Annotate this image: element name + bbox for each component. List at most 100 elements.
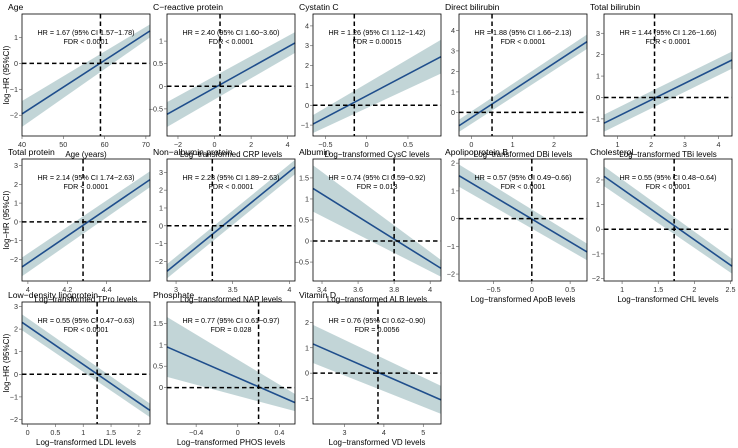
y-tick-label: 0 [159, 383, 163, 392]
hr-annotation: HR = 0.57 (95% CI 0.49−0.66) [474, 173, 571, 182]
y-tick-label: 1 [14, 33, 18, 42]
x-axis-label: Log−transformed ApoB levels [471, 295, 576, 304]
y-tick-label: 2 [451, 159, 455, 168]
panel-title: Albumin [299, 147, 330, 157]
fdr-annotation: FDR < 0.0001 [64, 182, 109, 191]
fit-line [312, 343, 442, 401]
y-tick-label: −0.5 [295, 258, 309, 267]
x-tick-label: 4 [717, 140, 721, 149]
y-tick-label: 1 [159, 340, 163, 349]
x-tick-label: 2.5 [726, 285, 736, 294]
panel-title: Vitamin D [299, 290, 336, 300]
x-tick-label: −0.4 [189, 428, 203, 437]
x-tick-label: 3.5 [228, 285, 238, 294]
panel-title: Direct bilirubin [445, 2, 500, 12]
y-tick-label: 1 [305, 81, 309, 90]
x-axis-label: Log−transformed TPro levels [35, 295, 138, 304]
x-tick-label: −0.5 [486, 285, 500, 294]
y-tick-label: 2 [305, 61, 309, 70]
hr-annotation: HR = 0.76 (95% CI 0.62−0.90) [328, 316, 425, 325]
x-axis-label: Age (years) [65, 150, 107, 159]
x-axis-label: Log−transformed CysC levels [324, 150, 429, 159]
y-tick-label: −2 [592, 274, 600, 283]
hr-annotation: HR = 2.23 (95% CI 1.89−2.63) [182, 173, 279, 182]
x-tick-label: 1.5 [106, 428, 116, 437]
x-tick-label: 1 [511, 140, 515, 149]
hr-annotation: HR = 0.55 (95% CI 0.47−0.63) [37, 316, 134, 325]
x-tick-label: 2 [552, 140, 556, 149]
x-tick-label: 0 [530, 285, 534, 294]
fit-line [166, 346, 296, 404]
x-tick-label: 1 [615, 140, 619, 149]
fdr-annotation: FDR = 0.00015 [353, 37, 402, 46]
panel-title: C−reactive protein [153, 2, 223, 12]
panel-0: Age 40 50 60 70 −2 −1 0 1 Age (years) HR = 1.67 (9… [2, 2, 151, 159]
fdr-annotation: FDR < 0.0001 [501, 182, 546, 191]
y-tick-label: 0.5 [299, 216, 309, 225]
y-tick-label: 0 [159, 82, 163, 91]
x-axis-label: Log−transformed CRP levels [180, 150, 282, 159]
hr-annotation: HR = 2.14 (95% CI 1.74−2.63) [37, 173, 134, 182]
x-tick-label: 4 [428, 285, 432, 294]
y-tick-label: 0 [14, 59, 18, 68]
x-tick-label: 2 [249, 140, 253, 149]
panel-12: Vitamin D 3 4 5 −1 0 1 2 Log−transformed VD leve… [299, 290, 442, 447]
x-tick-label: 1 [620, 285, 624, 294]
plot-frame [603, 13, 733, 137]
y-tick-label: 0 [451, 108, 455, 117]
y-tick-label: 2 [14, 180, 18, 189]
y-tick-label: 0 [305, 237, 309, 246]
y-tick-label: 1 [596, 72, 600, 81]
panel-8: Apolipoprotein B −0.5 0 0.5 −2 −1 0 1 2 Log−trans… [445, 147, 588, 304]
plot-frame [312, 301, 442, 425]
panel-title: Cholesterol [590, 147, 634, 157]
y-tick-label: 1 [159, 37, 163, 46]
panel-title: Age [8, 2, 24, 12]
fit-line [312, 187, 442, 270]
plot-frame [21, 301, 151, 425]
x-tick-label: 2 [137, 428, 141, 437]
x-tick-label: 50 [59, 140, 67, 149]
x-tick-label: 1 [81, 428, 85, 437]
hr-annotation: HR = 2.40 (95% CI 1.60−3.60) [182, 28, 279, 37]
fit-line [21, 30, 151, 115]
x-axis-label: Log−transformed CHL levels [617, 295, 718, 304]
y-tick-label: −2 [10, 255, 18, 264]
y-tick-label: 3 [159, 168, 163, 177]
x-tick-label: 0 [236, 428, 240, 437]
y-tick-label: −1 [301, 121, 309, 130]
y-tick-label: 0.5 [153, 59, 163, 68]
ci-band [459, 164, 587, 261]
y-tick-label: 1 [305, 343, 309, 352]
x-tick-label: 4 [287, 285, 291, 294]
panel-10: Low−density lipoprotein 0 0.5 1 1.5 2 −2 −1 0 1 2 3… [2, 290, 151, 447]
x-tick-label: 3 [683, 140, 687, 149]
x-axis-label: Log−transformed VD levels [329, 438, 426, 447]
plot-frame [166, 158, 296, 282]
x-tick-label: 3.4 [317, 285, 327, 294]
plot-frame [458, 158, 588, 282]
y-tick-label: −0.5 [149, 104, 163, 113]
panel-7: Albumin 3.4 3.6 3.8 4 −0.5 0 0.5 1 1.5 Log−transfo… [295, 147, 442, 304]
y-tick-label: 0 [451, 214, 455, 223]
y-tick-label: 1 [14, 347, 18, 356]
y-tick-label: −1 [447, 242, 455, 251]
hr-annotation: HR = 0.74 (95% CI 0.59−0.92) [328, 173, 425, 182]
x-axis-label: Log−transformed TBi levels [619, 150, 716, 159]
x-axis-label: Log−transformed PHOS levels [177, 438, 285, 447]
fdr-annotation: FDR = 0.028 [211, 325, 252, 334]
plot-frame [603, 158, 733, 282]
ci-band [22, 24, 150, 127]
fit-line [166, 42, 296, 116]
x-tick-label: 0 [213, 140, 217, 149]
y-tick-label: 2 [159, 186, 163, 195]
y-tick-label: 0.5 [153, 362, 163, 371]
hr-annotation: HR = 1.26 (95% CI 1.12−1.42) [328, 28, 425, 37]
y-tick-label: −1 [301, 394, 309, 403]
x-tick-label: 4 [26, 285, 30, 294]
fit-line [458, 41, 588, 127]
x-tick-label: 0 [26, 428, 30, 437]
fit-line [603, 59, 733, 124]
